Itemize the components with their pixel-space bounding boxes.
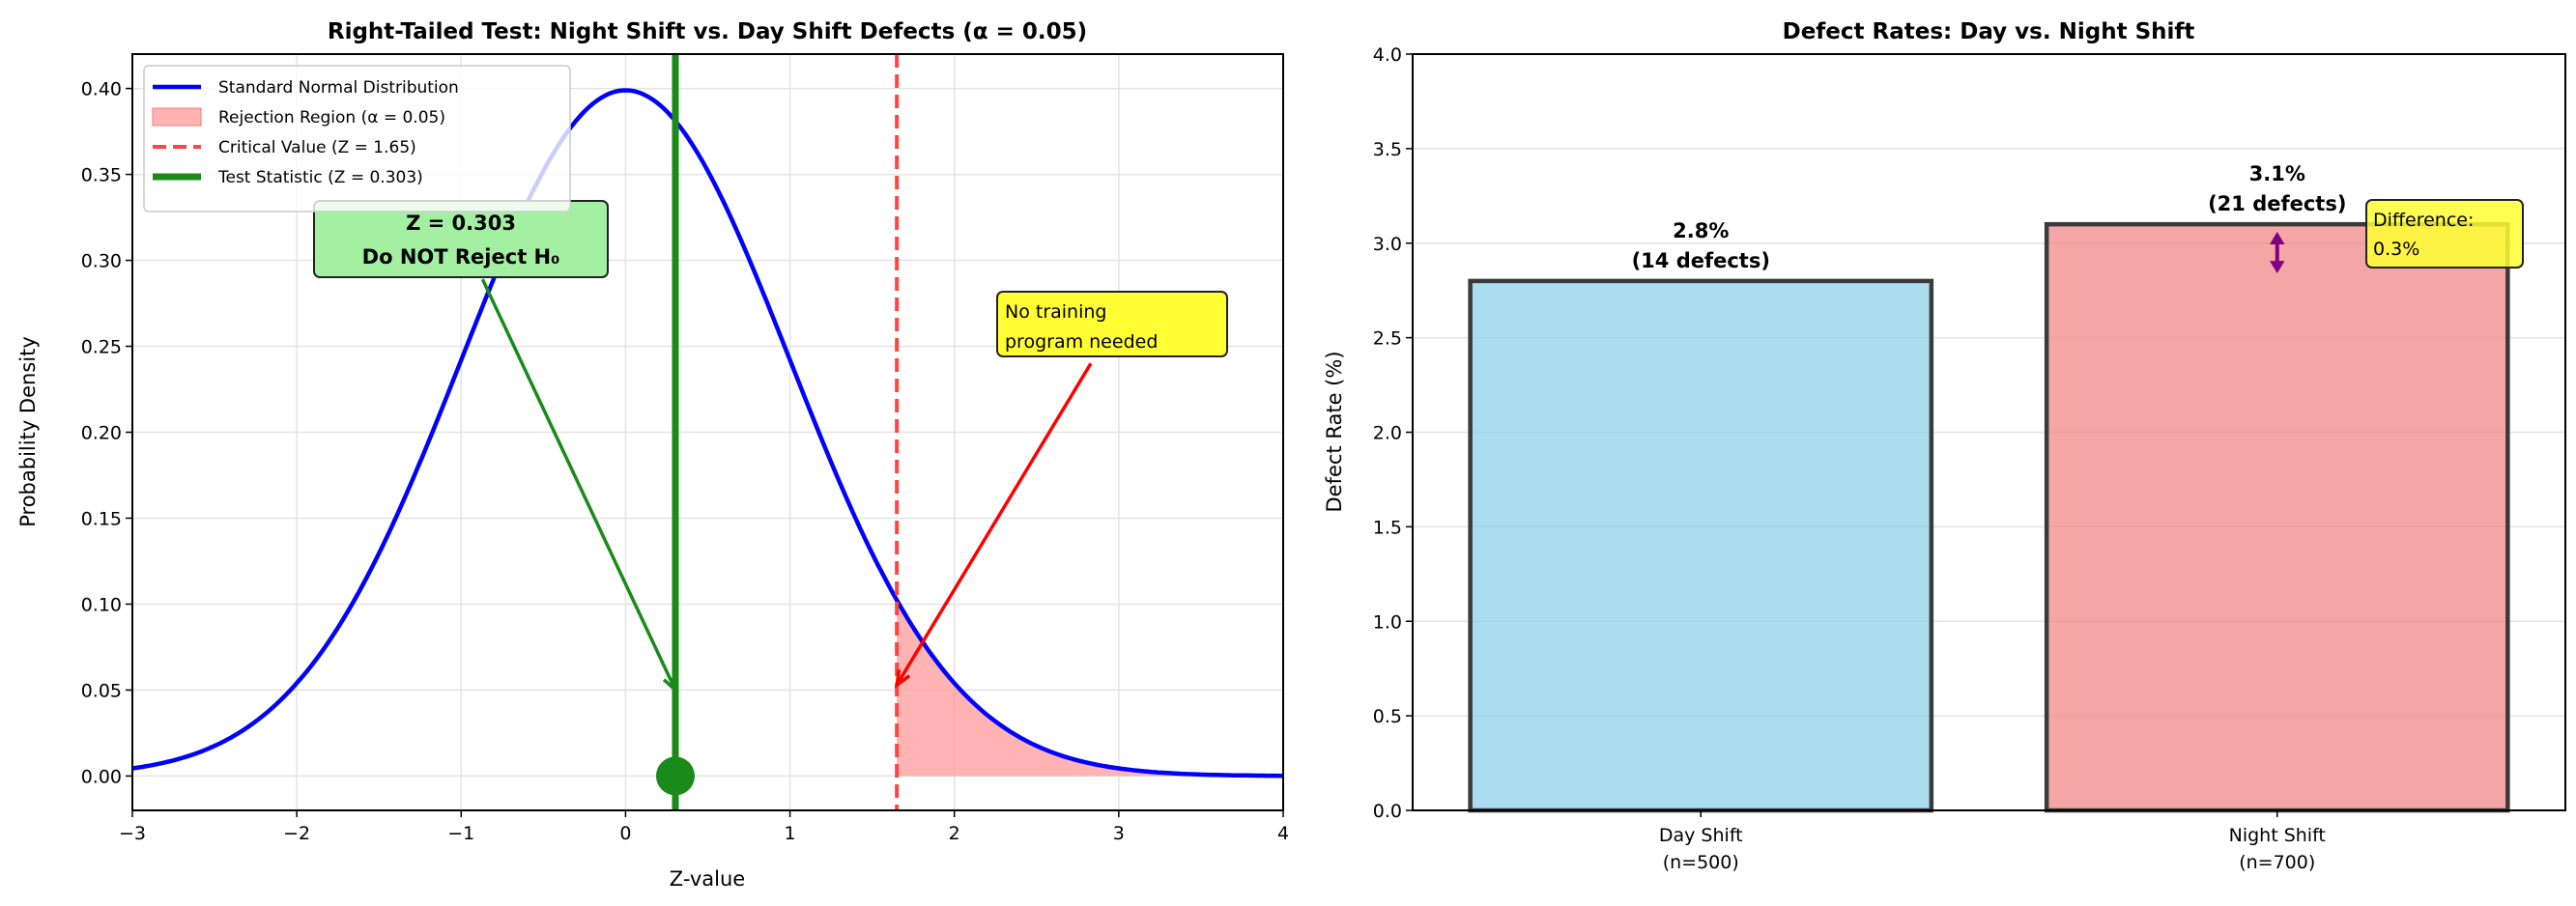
y-tick-label: 0.25 <box>81 337 122 358</box>
x-tick-sample-size: (n=700) <box>2239 852 2315 873</box>
y-tick-label: 2.5 <box>1373 328 1402 350</box>
right-y-axis-label: Defect Rate (%) <box>1323 351 1346 512</box>
y-tick-label: 2.0 <box>1373 423 1402 444</box>
legend-rejection-swatch <box>152 107 202 127</box>
y-tick-label: 0.20 <box>81 423 122 444</box>
test-annotation-line1: Z = 0.303 <box>406 212 516 235</box>
note-annotation-arrow <box>895 362 1093 686</box>
right-chart-title: Defect Rates: Day vs. Night Shift <box>1783 19 2195 44</box>
x-tick-label: 4 <box>1277 823 1289 844</box>
y-tick-label: 1.5 <box>1373 517 1402 538</box>
left-chart: Right-Tailed Test: Night Shift vs. Day S… <box>16 19 1289 891</box>
rejection-region <box>897 600 1283 777</box>
difference-box <box>2365 199 2524 269</box>
bar-defects-label: (21 defects) <box>2208 192 2346 215</box>
x-tick-label: Night Shift <box>2229 825 2326 846</box>
x-tick-label: −3 <box>119 823 146 844</box>
test-annotation-arrow <box>480 278 677 692</box>
y-tick-label: 0.10 <box>81 594 122 615</box>
x-tick-label: 0 <box>619 823 631 844</box>
note-annotation-line1: No training <box>1005 301 1106 323</box>
y-tick-label: 0.15 <box>81 508 122 529</box>
x-tick-label: Day Shift <box>1659 825 1743 846</box>
legend-label: Rejection Region (α = 0.05) <box>218 108 445 127</box>
note-annotation-line2: program needed <box>1005 331 1158 353</box>
bar-value-label: 2.8% <box>1673 219 1729 242</box>
x-tick-label: 3 <box>1113 823 1125 844</box>
bar-value-label: 3.1% <box>2249 162 2305 185</box>
y-tick-label: 3.0 <box>1373 234 1402 255</box>
y-tick-label: 0.40 <box>81 79 122 100</box>
y-tick-label: 0.30 <box>81 251 122 272</box>
note-annotation-arrowhead <box>894 669 911 689</box>
difference-value: 0.3% <box>2373 239 2419 260</box>
bar-night-shift <box>2044 221 2510 813</box>
y-tick-label: 4.0 <box>1373 44 1402 66</box>
right-axes-frame <box>1412 53 2566 811</box>
legend-label: Critical Value (Z = 1.65) <box>218 138 416 157</box>
legend-label: Test Statistic (Z = 0.303) <box>217 168 423 187</box>
difference-label: Difference: <box>2373 210 2474 231</box>
left-chart-title: Right-Tailed Test: Night Shift vs. Day S… <box>328 19 1087 44</box>
x-tick-label: −2 <box>283 823 310 844</box>
x-tick-label: −1 <box>447 823 474 844</box>
y-tick-label: 0.35 <box>81 165 122 186</box>
left-x-axis-label: Z-value <box>670 867 745 891</box>
right-chart: Defect Rates: Day vs. Night Shift Defect… <box>1323 19 2566 873</box>
left-y-axis-label: Probability Density <box>16 336 40 527</box>
difference-arrowhead-up <box>2269 232 2285 244</box>
y-tick-label: 0.00 <box>81 766 122 787</box>
x-tick-label: 2 <box>949 823 960 844</box>
y-tick-label: 0.05 <box>81 680 122 701</box>
y-tick-label: 0.0 <box>1373 801 1402 822</box>
difference-arrowhead-down <box>2269 261 2285 274</box>
bar-defects-label: (14 defects) <box>1632 249 1770 272</box>
test-annotation-arrowhead <box>662 674 677 694</box>
y-tick-label: 3.5 <box>1373 139 1402 160</box>
legend-box <box>143 65 571 212</box>
legend-label: Standard Normal Distribution <box>218 78 459 98</box>
x-tick-sample-size: (n=500) <box>1663 852 1739 873</box>
left-axes-frame <box>131 53 1284 811</box>
note-annotation-box <box>996 291 1228 357</box>
x-tick-label: 1 <box>785 823 796 844</box>
bar-day-shift <box>1468 278 1934 813</box>
normal-curve <box>132 88 1283 779</box>
y-tick-label: 1.0 <box>1373 611 1402 633</box>
test-statistic-point <box>655 756 695 796</box>
y-tick-label: 0.5 <box>1373 706 1402 727</box>
legend: Standard Normal Distribution Rejection Re… <box>143 65 571 212</box>
test-annotation-line2: Do NOT Reject H₀ <box>362 245 560 269</box>
